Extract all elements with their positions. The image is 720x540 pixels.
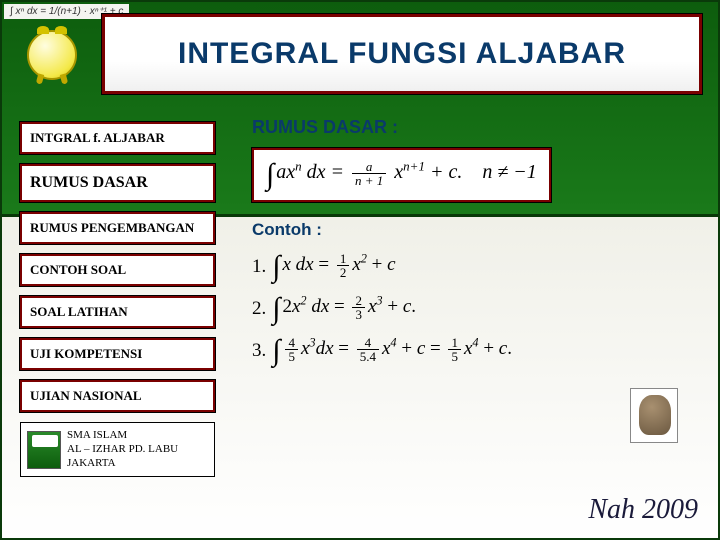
f-plusc: + c.: [430, 161, 462, 183]
ex-num: 1.: [252, 256, 266, 278]
nav-soal-latihan[interactable]: SOAL LATIHAN: [20, 296, 215, 328]
f-cond: n ≠ −1: [482, 161, 536, 183]
nav-uji-kompetensi[interactable]: UJI KOMPETENSI: [20, 338, 215, 370]
sidebar-nav: INTGRAL f. ALJABAR RUMUS DASAR RUMUS PEN…: [20, 122, 220, 477]
nav-rumus-pengembangan[interactable]: RUMUS PENGEMBANGAN: [20, 212, 215, 244]
page-title: INTEGRAL FUNGSI ALJABAR: [178, 37, 626, 71]
school-line2: AL – IZHAR PD. LABU: [67, 443, 178, 457]
f-rexp: n+1: [403, 158, 425, 173]
f-rvar: x: [394, 161, 403, 183]
example-row: 3. ∫45x3dx = 45.4x4 + c = 15x4 + c.: [252, 334, 692, 368]
f-den: n + 1: [352, 174, 386, 187]
f-num: a: [352, 160, 386, 174]
f-exp: n: [295, 158, 302, 173]
nav-contoh-soal[interactable]: CONTOH SOAL: [20, 254, 215, 286]
main-content: RUMUS DASAR : ∫axn dx = a n + 1 xn+1 + c…: [252, 117, 692, 376]
section-title: RUMUS DASAR :: [252, 117, 692, 138]
f-var: x: [286, 161, 295, 183]
school-line1: SMA ISLAM: [67, 429, 178, 443]
examples-title: Contoh :: [252, 220, 692, 240]
school-info-box: SMA ISLAM AL – IZHAR PD. LABU JAKARTA: [20, 422, 215, 477]
school-logo-icon: [27, 431, 61, 469]
ex-num: 3.: [252, 340, 266, 362]
nav-ujian-nasional[interactable]: UJIAN NASIONAL: [20, 380, 215, 412]
nav-rumus-dasar[interactable]: RUMUS DASAR: [20, 164, 215, 202]
example-row: 1. ∫x dx = 12x2 + c: [252, 250, 692, 284]
page-title-panel: INTEGRAL FUNGSI ALJABAR: [102, 14, 702, 94]
clock-icon: [22, 30, 82, 90]
nav-integral-aljabar[interactable]: INTGRAL f. ALJABAR: [20, 122, 215, 154]
main-formula-box: ∫axn dx = a n + 1 xn+1 + c. n ≠ −1: [252, 148, 551, 202]
school-line3: JAKARTA: [67, 457, 178, 471]
character-icon: [630, 388, 678, 443]
ex-num: 2.: [252, 298, 266, 320]
author-signature: Nah 2009: [588, 494, 698, 526]
examples-list: 1. ∫x dx = 12x2 + c 2. ∫2x2 dx = 23x3 + …: [252, 250, 692, 368]
school-text: SMA ISLAM AL – IZHAR PD. LABU JAKARTA: [67, 429, 178, 470]
example-row: 2. ∫2x2 dx = 23x3 + c.: [252, 292, 692, 326]
f-coef: a: [276, 161, 286, 183]
